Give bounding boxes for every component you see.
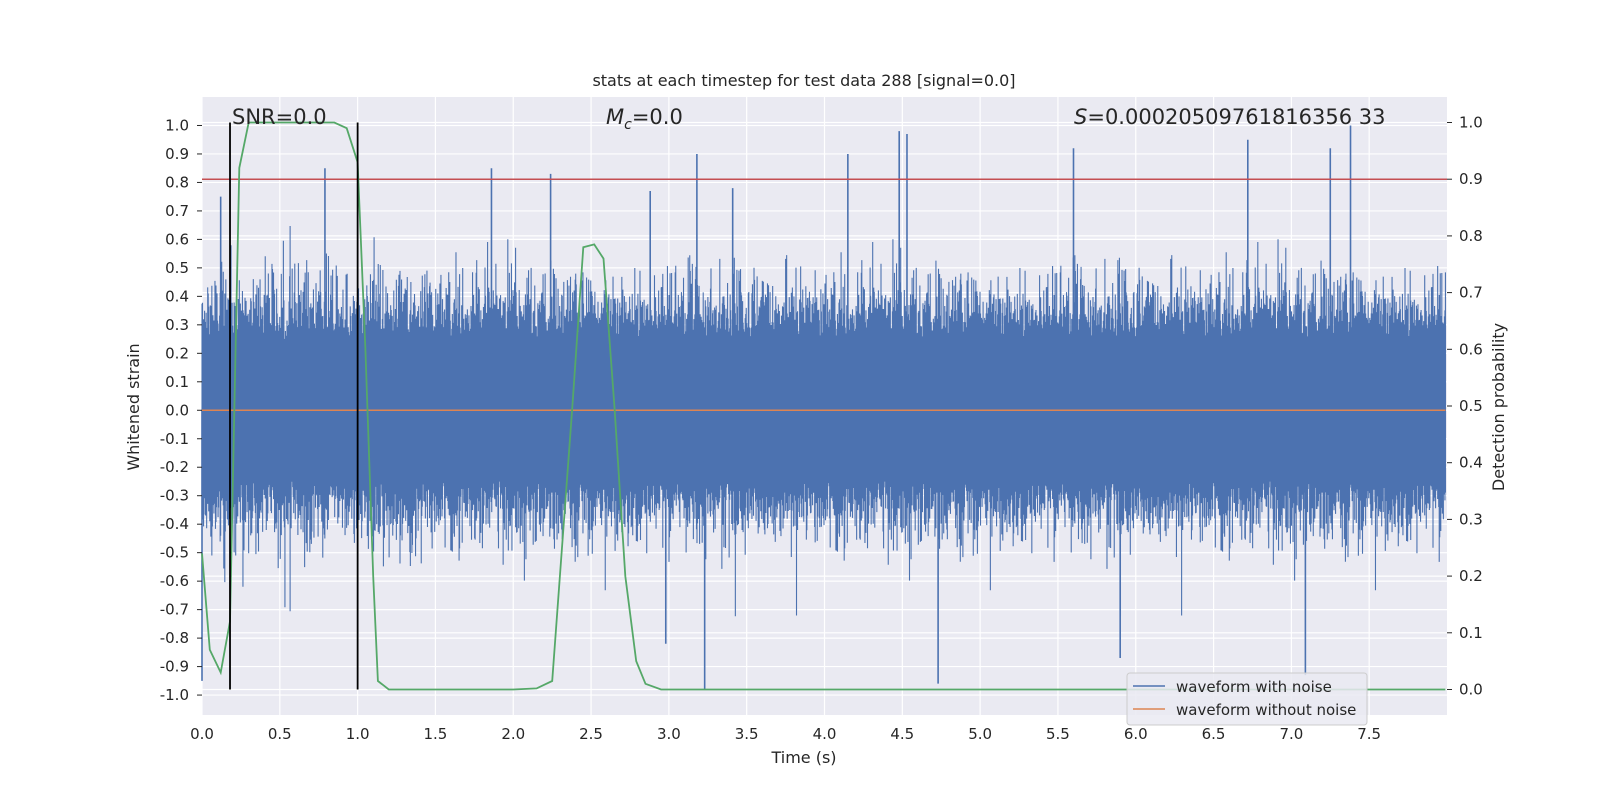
y-tick-label: -0.2 bbox=[160, 458, 189, 476]
y-right-tick-label: 1.0 bbox=[1459, 114, 1483, 132]
y-right-tick-label: 0.5 bbox=[1459, 397, 1483, 415]
y-tick-label: -0.8 bbox=[160, 629, 189, 647]
y-right-tick-label: 0.2 bbox=[1459, 567, 1483, 585]
x-tick-label: 4.0 bbox=[813, 725, 837, 743]
y-right-tick-label: 0.4 bbox=[1459, 454, 1483, 472]
y-tick-label: -0.6 bbox=[160, 572, 189, 590]
chirp-mass-symbol: M bbox=[606, 105, 624, 129]
x-tick-label: 6.5 bbox=[1202, 725, 1226, 743]
score-symbol: S bbox=[1074, 105, 1087, 129]
legend: waveform with noise waveform without noi… bbox=[1126, 672, 1368, 726]
y-right-tick-label: 0.8 bbox=[1459, 227, 1483, 245]
y-tick-label: 0.8 bbox=[165, 173, 189, 191]
score-value: =0.00020509761816356 33 bbox=[1087, 105, 1385, 129]
x-tick-label: 3.5 bbox=[735, 725, 759, 743]
x-tick-label: 6.0 bbox=[1124, 725, 1148, 743]
x-tick-label: 7.5 bbox=[1357, 725, 1381, 743]
y-tick-label: 0.5 bbox=[165, 259, 189, 277]
y-right-tick-label: 0.1 bbox=[1459, 624, 1483, 642]
y-tick-label: -1.0 bbox=[160, 686, 189, 704]
y-tick-label: -0.7 bbox=[160, 601, 189, 619]
series-lines bbox=[201, 121, 1447, 691]
y-tick-label: 0.0 bbox=[165, 401, 189, 419]
x-tick-label: 2.5 bbox=[579, 725, 603, 743]
x-tick-label: 1.0 bbox=[346, 725, 370, 743]
x-tick-label: 4.5 bbox=[890, 725, 914, 743]
y-tick-label: -0.5 bbox=[160, 544, 189, 562]
y-tick-label: 0.9 bbox=[165, 145, 189, 163]
y-right-tick-label: 0.6 bbox=[1459, 340, 1483, 358]
x-tick-label: 0.0 bbox=[190, 725, 214, 743]
y-tick-label: -0.9 bbox=[160, 658, 189, 676]
axes: 0.0 0.5 1.0 1.5 2.0 2.5 3.0 3.5 4.0 4.5 5.0 5.5 6.0 6… bbox=[160, 114, 1483, 743]
y-right-tick-label: 0.7 bbox=[1459, 284, 1483, 302]
x-axis-label: Time (s) bbox=[770, 748, 836, 767]
legend-label-clean: waveform without noise bbox=[1176, 701, 1356, 719]
vertical-markers bbox=[229, 122, 359, 690]
y-right-tick-label: 0.0 bbox=[1459, 680, 1483, 698]
chart-title: stats at each timestep for test data 288… bbox=[592, 71, 1015, 90]
x-tick-label: 5.0 bbox=[968, 725, 992, 743]
waveform-core-band bbox=[202, 353, 1439, 462]
y-tick-label: 0.3 bbox=[165, 316, 189, 334]
y-tick-label: 0.7 bbox=[165, 202, 189, 220]
legend-box bbox=[1126, 672, 1368, 726]
y-tick-label: 1.0 bbox=[165, 116, 189, 134]
y-tick-label: -0.4 bbox=[160, 515, 189, 533]
x-tick-label: 5.5 bbox=[1046, 725, 1070, 743]
y-tick-label: 0.4 bbox=[165, 287, 189, 305]
detection-probability-line bbox=[201, 121, 1446, 691]
y-tick-label: 0.6 bbox=[165, 230, 189, 248]
y-tick-label: 0.2 bbox=[165, 344, 189, 362]
score-annotation: S=0.00020509761816356 33 bbox=[1074, 105, 1386, 129]
y-tick-label: -0.1 bbox=[160, 430, 189, 448]
chirp-mass-annotation: Mc=0.0 bbox=[606, 105, 683, 133]
y-tick-label: -0.3 bbox=[160, 487, 189, 505]
chirp-mass-subscript: c bbox=[624, 117, 632, 133]
x-tick-label: 3.0 bbox=[657, 725, 681, 743]
chirp-mass-value: =0.0 bbox=[632, 105, 683, 129]
y-axis-label-right: Detection probability bbox=[1489, 323, 1508, 491]
legend-label-noise: waveform with noise bbox=[1176, 678, 1332, 696]
y-axis-label: Whitened strain bbox=[124, 343, 143, 470]
y-right-tick-label: 0.9 bbox=[1459, 170, 1483, 188]
x-tick-label: 7.0 bbox=[1279, 725, 1303, 743]
x-tick-label: 2.0 bbox=[501, 725, 525, 743]
series-waveform-with-noise bbox=[201, 125, 1446, 690]
x-tick-label: 1.5 bbox=[424, 725, 448, 743]
y-tick-label: 0.1 bbox=[165, 373, 189, 391]
x-tick-label: 0.5 bbox=[268, 725, 292, 743]
y-right-tick-label: 0.3 bbox=[1459, 510, 1483, 528]
snr-annotation: SNR=0.0 bbox=[232, 105, 327, 129]
